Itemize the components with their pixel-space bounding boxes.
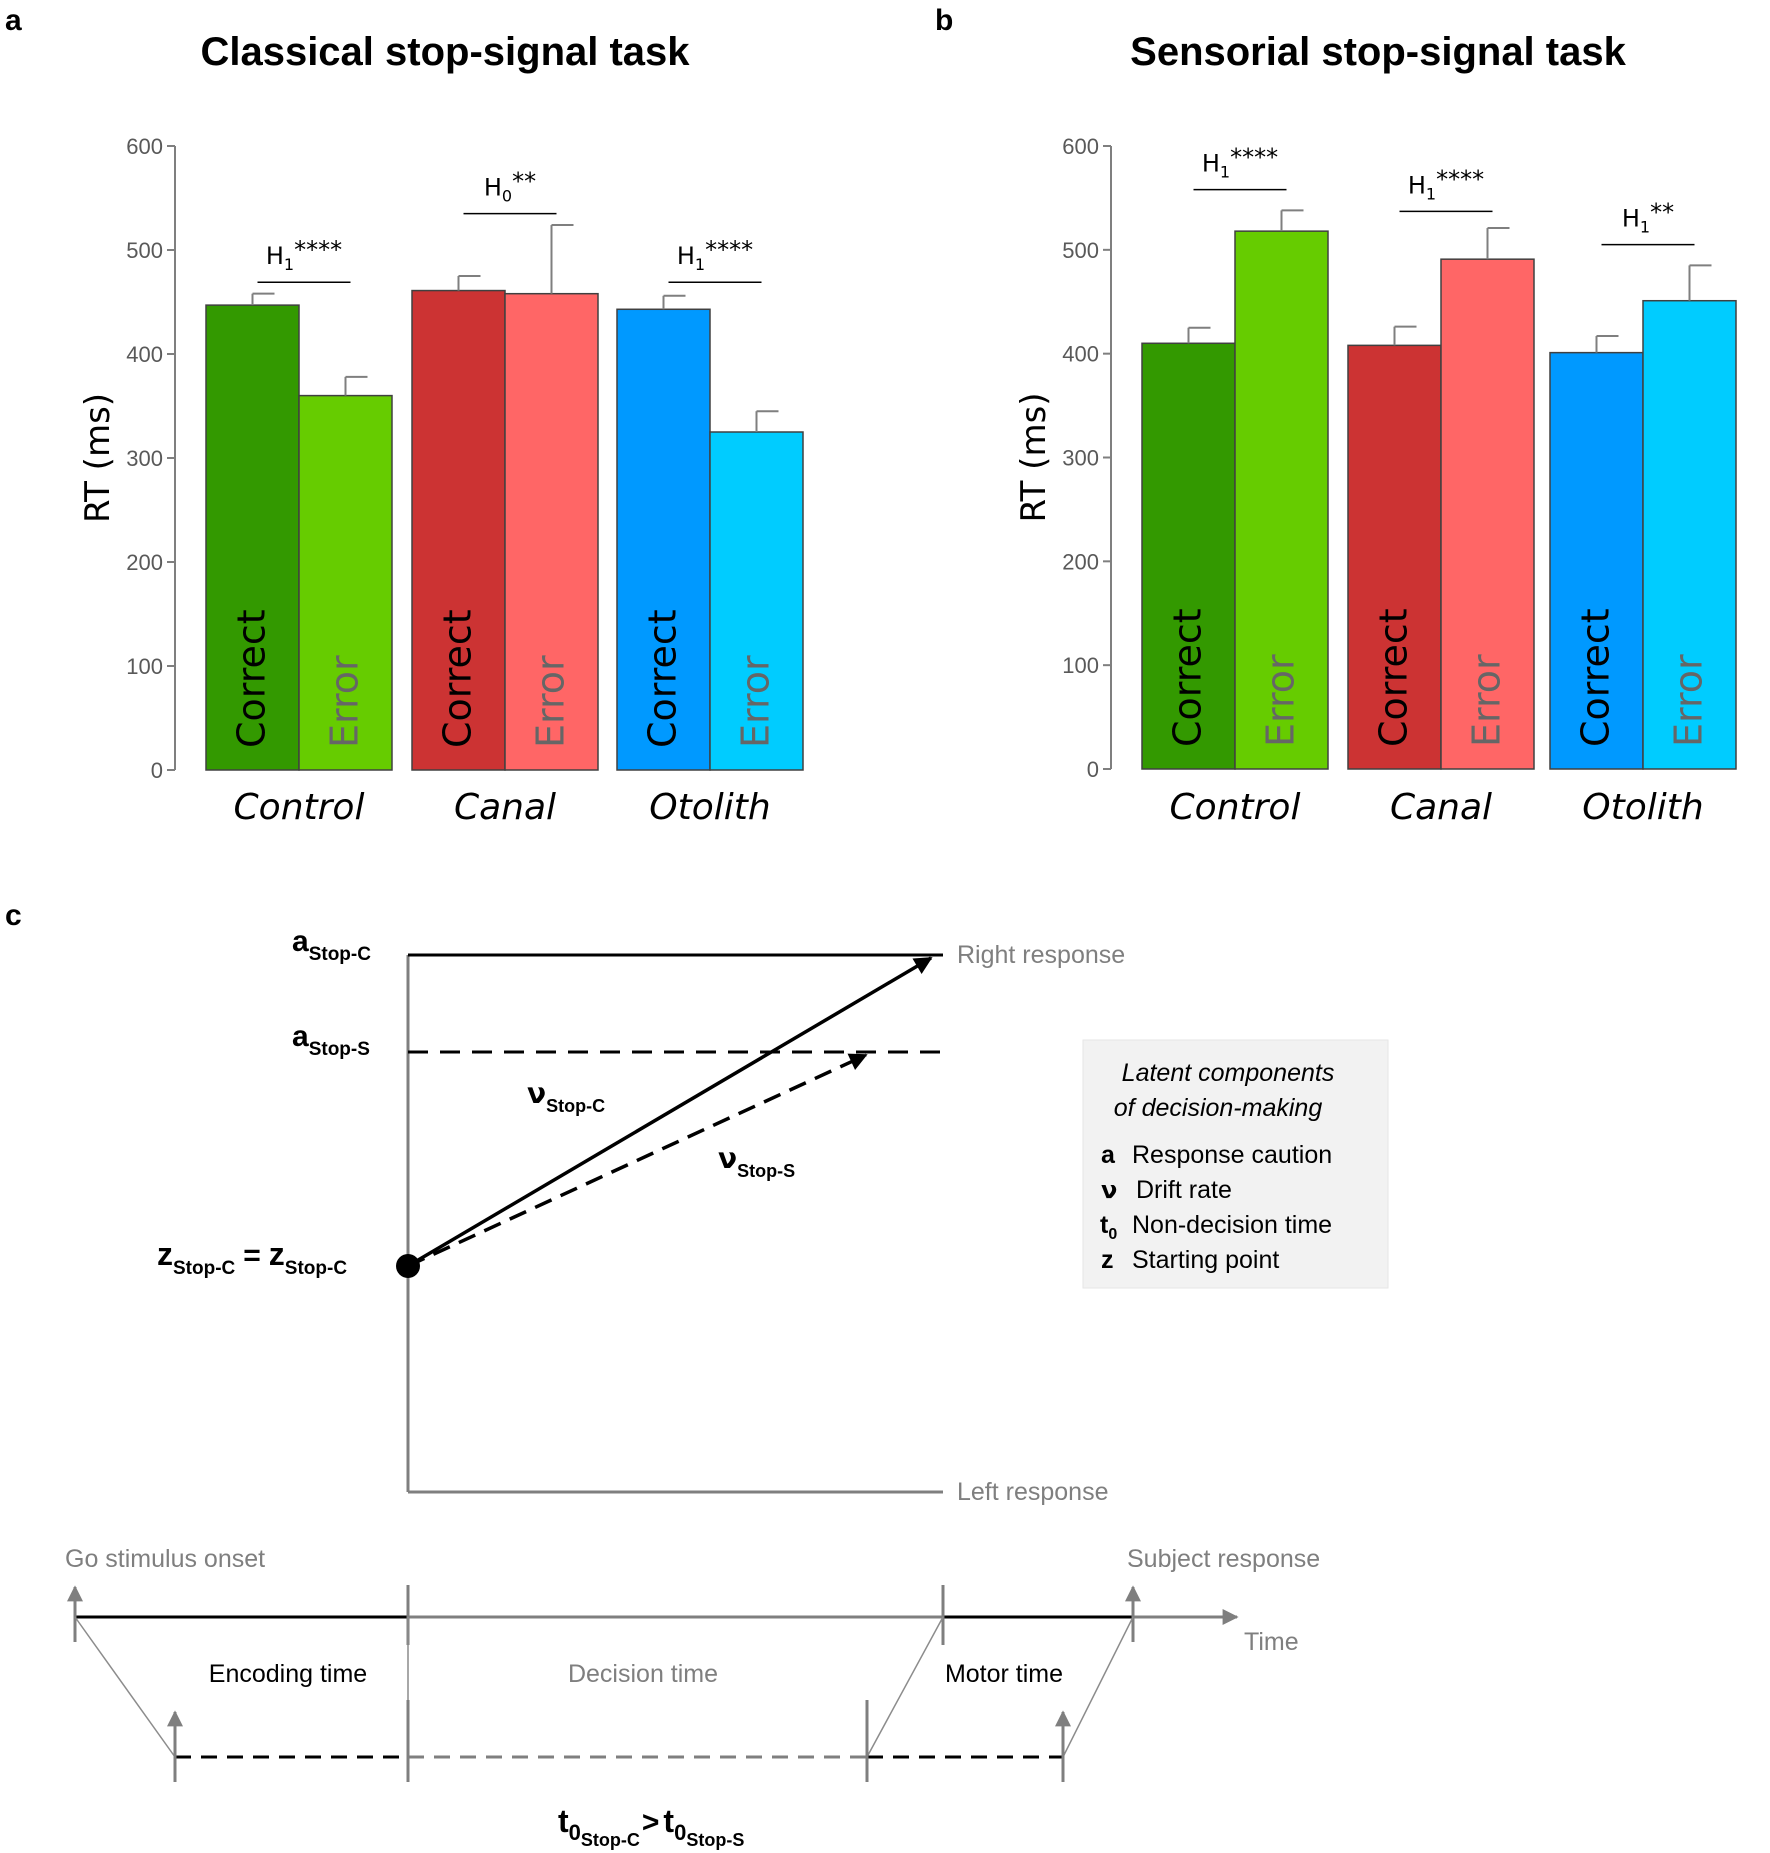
bar-label-correct: Correct [1574, 608, 1618, 747]
x-category-label: Control [234, 787, 365, 828]
legend-text-a: Response caution [1132, 1141, 1332, 1169]
y-tick-label: 600 [1062, 134, 1099, 159]
bar-otolith-error [1642, 299, 1737, 770]
bar-label-correct: Correct [1372, 608, 1416, 747]
bar-label-error: Error [323, 655, 367, 748]
x-category-label: Control [1170, 787, 1301, 828]
legend-title-line1: Latent components [1122, 1059, 1335, 1087]
y-tick-label: 0 [151, 758, 163, 783]
diffusion-diagram: aStop-C aStop-S zStop-C = zStop-C νStop-C … [65, 925, 1389, 1850]
bar-label-error: Error [1259, 654, 1303, 747]
bar-label-error: Error [529, 655, 573, 748]
panel-letter-c: c [5, 899, 22, 932]
label-drift-c: νStop-C [527, 1077, 605, 1116]
chart-classical: Classical stop-signal task RT (ms) 0 100 200… [78, 30, 804, 828]
label-subject-response: Subject response [1127, 1545, 1320, 1573]
significance-label: H0** [484, 168, 536, 206]
label-encoding-time: Encoding time [209, 1660, 367, 1688]
panel-letter-a: a [5, 4, 22, 37]
legend-key-t0: t0 [1100, 1211, 1117, 1243]
label-drift-s: νStop-S [718, 1142, 795, 1181]
y-tick-label: 400 [126, 342, 163, 367]
bar-label-error: Error [1667, 654, 1711, 747]
significance-label: H1**** [1202, 144, 1278, 182]
y-tick-label: 100 [1062, 653, 1099, 678]
label-t0-formula: t0Stop-C> t0Stop-S [558, 1803, 744, 1850]
significance-label: H1**** [1408, 165, 1484, 203]
label-time: Time [1244, 1628, 1299, 1656]
label-right-response: Right response [957, 941, 1125, 969]
legend-text-t0: Non-decision time [1132, 1211, 1332, 1239]
significance-label: H1**** [266, 236, 342, 274]
y-tick-label: 600 [126, 134, 163, 159]
chart-title: Classical stop-signal task [200, 30, 690, 74]
y-tick-label: 300 [126, 446, 163, 471]
drift-arrow-c [407, 956, 933, 1268]
bar-canal-error [1440, 258, 1535, 770]
label-go-onset: Go stimulus onset [65, 1545, 265, 1573]
bar-otolith-error [709, 431, 804, 771]
x-category-label: Canal [1390, 787, 1492, 828]
bar-control-error [298, 394, 393, 771]
starting-point-marker [396, 1254, 420, 1278]
label-a-stop-c: aStop-C [292, 925, 371, 965]
x-category-label: Otolith [649, 787, 770, 828]
timeline: Go stimulus onset Subject response Time … [65, 1545, 1320, 1850]
legend-key-z: z [1101, 1246, 1114, 1274]
bar-label-error: Error [734, 655, 778, 748]
x-category-label: Canal [454, 787, 556, 828]
legend-key-nu: ν [1101, 1176, 1117, 1204]
legend-title-line2: of decision-making [1114, 1094, 1323, 1122]
y-tick-label: 200 [1062, 549, 1099, 574]
bar-control-correct [205, 304, 300, 771]
y-tick-label: 200 [126, 550, 163, 575]
x-category-label: Otolith [1582, 787, 1703, 828]
y-tick-label: 500 [126, 238, 163, 263]
y-tick-label: 100 [126, 654, 163, 679]
legend-box: Latent components of decision-making a R… [1082, 1039, 1389, 1289]
bar-otolith-correct [1549, 351, 1644, 770]
bar-control-correct [1141, 342, 1236, 770]
label-motor-time: Motor time [945, 1660, 1063, 1688]
y-tick-label: 0 [1087, 757, 1099, 782]
label-z-equation: zStop-C = zStop-C [157, 1236, 347, 1279]
chart-title: Sensorial stop-signal task [1130, 30, 1626, 74]
bar-label-error: Error [1465, 654, 1509, 747]
legend-text-nu: Drift rate [1136, 1176, 1232, 1204]
bar-label-correct: Correct [436, 609, 480, 748]
significance-label: H1** [1622, 199, 1674, 237]
significance-label: H1**** [677, 236, 753, 274]
bar-label-correct: Correct [1166, 608, 1210, 747]
label-left-response: Left response [957, 1478, 1109, 1506]
label-a-stop-s: aStop-S [292, 1020, 370, 1060]
y-axis-label: RT (ms) [78, 393, 118, 523]
legend-text-z: Starting point [1132, 1246, 1279, 1274]
y-axis-label: RT (ms) [1014, 392, 1054, 522]
bar-label-correct: Correct [230, 609, 274, 748]
chart-sensorial: Sensorial stop-signal task RT (ms) 0 100 200… [1014, 30, 1737, 828]
panel-letter-b: b [935, 4, 953, 37]
bar-control-error [1234, 230, 1329, 770]
bar-canal-error [504, 292, 599, 771]
y-tick-label: 400 [1062, 342, 1099, 367]
legend-key-a: a [1101, 1141, 1116, 1169]
label-decision-time: Decision time [568, 1660, 718, 1688]
y-tick-label: 500 [1062, 238, 1099, 263]
y-tick-label: 300 [1062, 446, 1099, 471]
bar-canal-correct [411, 289, 506, 771]
drift-arrow-s [407, 1053, 868, 1268]
bar-label-correct: Correct [641, 609, 685, 748]
